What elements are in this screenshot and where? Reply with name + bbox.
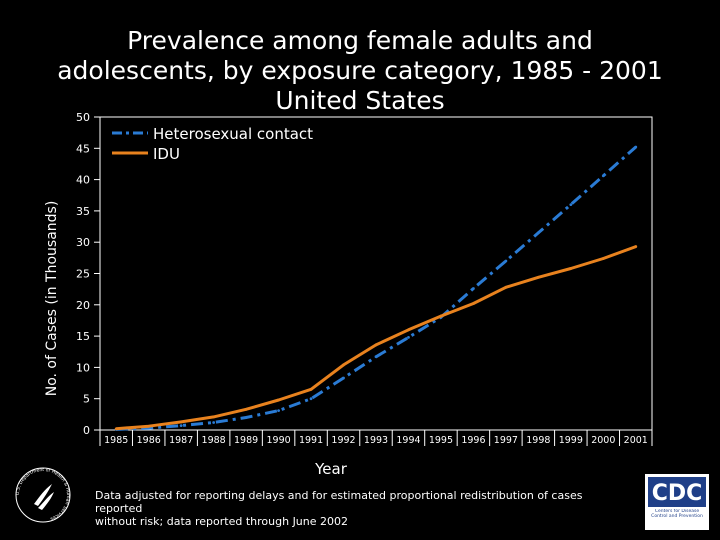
x-tick-label: 1994 [396,435,420,446]
data-point [536,231,540,235]
y-axis-label: No. of Cases (in Thousands) [44,201,60,397]
eagle-wing-icon [38,492,54,510]
data-point [244,416,248,419]
data-point [309,387,313,391]
data-point [634,245,638,248]
data-point [569,267,573,270]
y-tick-label: 25 [76,268,90,281]
x-tick-label: 1998 [526,435,550,446]
y-tick-label: 15 [76,330,90,343]
series-line-heterosexual-contact [116,145,637,431]
data-point [277,409,280,412]
x-tick-label: 2001 [624,435,648,446]
footnote-line-1: Data adjusted for reporting delays and f… [95,489,583,515]
y-tick-label: 40 [76,174,90,187]
data-point [277,398,280,402]
title-line-3: United States [275,86,445,115]
data-point [212,421,216,424]
data-point [147,424,151,428]
data-point [472,302,475,305]
hhs-seal-logo: U.S. Department of Health & Human Servic… [15,467,71,523]
title-line-1: Prevalence among female adults and [127,26,593,55]
data-point [504,285,508,289]
x-tick-label: 1987 [169,435,193,446]
y-tick-label: 30 [76,236,90,249]
data-point [504,259,508,263]
y-tick-label: 45 [76,142,90,155]
plot-frame [99,116,653,431]
x-tick-label: 1993 [364,435,388,446]
y-tick-label: 35 [76,205,90,218]
data-point [374,343,378,347]
data-point [472,287,475,290]
data-point [244,407,248,411]
x-axis-ticks: 1985 1986 1987 1988 1989 1990 1991 1992 1993 1994… [99,430,653,446]
data-point [179,424,183,428]
footnote-line-2: without risk; data reported through June… [95,515,349,528]
data-point [601,257,605,260]
y-tick-label: 0 [83,424,90,437]
data-point [309,397,313,401]
data-point [601,174,605,178]
data-point [634,145,638,149]
legend-label: Heterosexual contact [153,125,313,143]
data-point [114,427,118,431]
x-tick-label: 1995 [429,435,453,446]
data-point [342,363,345,367]
x-tick-label: 1997 [494,435,518,446]
eagle-profile-icon [34,484,52,506]
x-tick-label: 1992 [331,435,355,446]
cdc-logo-box [648,477,706,507]
chart-title: Prevalence among female adults and adole… [0,26,720,116]
x-tick-label: 1989 [234,435,258,446]
x-tick-label: 1986 [137,435,161,446]
series-layer [114,145,638,431]
y-tick-label: 20 [76,299,90,312]
cdc-logo-subtitle: Centers for Disease Control and Preventi… [651,509,703,519]
x-tick-label: 1988 [202,435,226,446]
data-point [407,328,410,332]
x-tick-label: 2000 [591,435,615,446]
data-point [569,203,573,207]
data-point [536,275,540,279]
plot-border [99,116,653,431]
x-tick-label: 1990 [266,435,290,446]
data-point [342,376,345,380]
x-tick-label: 1996 [461,435,485,446]
y-tick-label: 10 [76,361,90,374]
data-point [374,355,378,359]
y-axis-ticks: 0 5 10 15 20 25 30 35 40 45 50 [76,111,100,437]
data-point [439,314,443,318]
y-tick-label: 50 [76,111,90,124]
data-point [179,420,183,424]
x-tick-label: 1999 [559,435,583,446]
series-line-idu [116,245,637,431]
title-line-2: adolescents, by exposure category, 1985 … [57,56,663,85]
data-point [407,335,410,339]
legend: Heterosexual contact IDU [112,125,313,163]
footnote: Data adjusted for reporting delays and f… [95,489,615,528]
x-tick-label: 1985 [104,435,128,446]
cdc-logo: CDC Centers for Disease Control and Prev… [645,474,709,530]
y-tick-label: 5 [83,393,90,406]
data-point [212,415,216,419]
x-axis-label: Year [314,460,348,478]
legend-label: IDU [153,145,180,163]
x-tick-label: 1991 [299,435,323,446]
cdc-logo-text: CDC [652,481,703,506]
